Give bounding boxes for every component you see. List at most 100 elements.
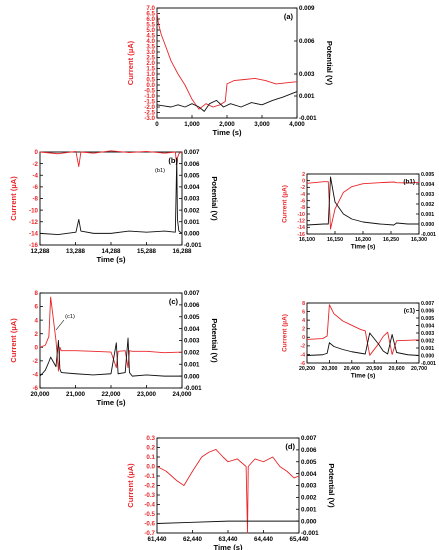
y-left-tick-label: 0 <box>35 344 39 351</box>
y-right-tick-label: 0.000 <box>184 231 200 238</box>
x-tick-label: 61,440 <box>148 536 167 543</box>
y-right-tick-label: -0.001 <box>299 115 317 122</box>
x-tick-label: 1,000 <box>184 121 200 128</box>
y-left-tick-label: -6 <box>32 184 38 191</box>
y-left-tick-label: -3.0 <box>144 115 155 122</box>
y-right-tick-label: -0.001 <box>301 530 319 537</box>
y-left-tick-label: -2.0 <box>144 104 155 111</box>
y-left-tick-label: -0.1 <box>144 473 155 480</box>
x-axis-label: Time (s) <box>213 128 242 137</box>
y-left-tick-label: 1.5 <box>146 66 155 73</box>
y-left-tick-label: -16 <box>29 242 39 249</box>
y-right-tick-label: 0.000 <box>301 518 317 525</box>
y-left-tick-label: -1.5 <box>144 99 155 106</box>
y-left-tick-label: 6.0 <box>146 16 155 23</box>
x-tick-label: 62,440 <box>183 536 202 543</box>
y-left-tick-label: -2.5 <box>144 110 155 117</box>
y-right-tick-label: 0.001 <box>184 361 200 368</box>
y-left-tick-label: -0.2 <box>144 483 155 490</box>
y-left-tick-label: 2.5 <box>146 55 155 62</box>
y-right-tick-label: -0.001 <box>184 385 202 392</box>
y-left-tick-label: -0.3 <box>144 492 155 499</box>
y-left-tick-label: 8 <box>35 290 39 297</box>
y-right-tick-label: 0.007 <box>421 301 434 307</box>
y-left-axis-label: Current (µA) <box>126 40 135 85</box>
x-axis-label: Time (s) <box>351 243 376 250</box>
x-tick-label: 15,288 <box>137 248 156 255</box>
y-right-tick-label: 0.003 <box>184 338 200 345</box>
y-left-tick-label: 7.0 <box>146 5 155 12</box>
current-series-line <box>306 181 420 230</box>
panel-label: (c1) <box>404 307 415 314</box>
y-right-tick-label: 0.004 <box>421 323 434 329</box>
y-right-tick-label: 0.005 <box>184 314 200 321</box>
y-left-tick-label: 0.3 <box>146 435 155 442</box>
y-left-tick-label: 2.0 <box>146 60 155 67</box>
x-tick-label: 20,200 <box>299 366 315 372</box>
x-tick-label: 22,000 <box>102 391 121 398</box>
y-left-tick-label: -14 <box>29 231 39 238</box>
y-right-tick-label: 0.002 <box>421 202 434 208</box>
y-left-tick-label: 0.0 <box>146 464 155 471</box>
y-left-tick-label: -4 <box>32 172 38 179</box>
y-left-tick-label: 0.0 <box>146 82 155 89</box>
y-right-axis-label: Potential (V) <box>210 318 219 363</box>
y-left-tick-label: -4 <box>300 352 305 358</box>
y-left-tick-label: 3.0 <box>146 49 155 56</box>
y-right-tick-label: 0.003 <box>184 196 200 203</box>
x-tick-label: 16,150 <box>327 237 343 243</box>
x-tick-label: 14,288 <box>102 248 121 255</box>
chart-panel-6: 61,440 62,440 63,440 64,440 65,440 Time (s) -0… <box>126 435 336 550</box>
potential-series-line <box>306 332 420 356</box>
y-right-tick-label: 0.001 <box>184 219 200 226</box>
y-left-tick-label: 6 <box>302 309 305 315</box>
y-left-tick-label: -2 <box>300 185 305 191</box>
y-right-tick-label: -0.001 <box>421 232 436 238</box>
y-left-tick-label: -2 <box>300 344 305 350</box>
y-right-tick-label: 0.005 <box>421 316 434 322</box>
x-tick-label: 21,000 <box>66 391 85 398</box>
y-left-tick-label: -8 <box>32 196 38 203</box>
current-series-line <box>156 448 300 534</box>
y-right-tick-label: 0.000 <box>421 353 434 359</box>
y-right-tick-label: 0.007 <box>301 435 317 442</box>
y-right-tick-label: 0.007 <box>184 149 200 156</box>
panel-label: (b1) <box>403 178 415 185</box>
x-tick-label: 20,600 <box>389 366 405 372</box>
y-left-axis-label: Current (µA) <box>9 318 18 363</box>
y-left-tick-label: -2 <box>32 161 38 168</box>
y-right-tick-label: 0.003 <box>299 71 315 78</box>
y-right-tick-label: 0.009 <box>299 5 315 12</box>
annotation-arrow <box>55 319 65 331</box>
y-right-tick-label: 0.006 <box>421 308 434 314</box>
y-left-tick-label: 0.1 <box>146 454 155 461</box>
y-right-axis-label: Potential (V) <box>325 41 334 86</box>
x-tick-label: 2,000 <box>219 121 235 128</box>
y-right-tick-label: 0.003 <box>421 192 434 198</box>
current-series-line <box>156 12 298 110</box>
y-right-tick-label: 0.002 <box>301 495 317 502</box>
y-left-tick-label: -6 <box>32 385 38 392</box>
chart-panel-1: 0 1,000 2,000 3,000 4,000 Time (s) -3.0-2.5-2.… <box>126 5 334 137</box>
y-left-tick-label: -0.5 <box>144 511 155 518</box>
y-left-tick-label: -10 <box>297 212 305 218</box>
y-left-tick-label: 0.2 <box>146 445 155 452</box>
chart-panel-4: 20,000 21,000 22,000 23,000 24,000 Time (s) -6… <box>9 290 219 407</box>
x-tick-label: 16,100 <box>299 237 315 243</box>
zoom-annotation: (b1) <box>155 168 165 174</box>
x-tick-label: 20,300 <box>321 366 337 372</box>
y-left-tick-label: 2 <box>302 172 305 178</box>
y-left-axis-label: Current (µA) <box>126 463 135 508</box>
y-right-tick-label: -0.001 <box>184 242 202 249</box>
y-left-tick-label: 4 <box>302 318 305 324</box>
y-left-tick-label: -10 <box>29 207 39 214</box>
y-left-tick-label: 5.0 <box>146 27 155 34</box>
y-left-axis-label: Current (µA) <box>9 176 18 221</box>
panel-label: (d) <box>285 442 295 451</box>
y-left-tick-label: 3.5 <box>146 44 155 51</box>
y-left-tick-label: 4.0 <box>146 38 155 45</box>
plot-frame <box>156 7 298 119</box>
y-left-tick-label: 4.5 <box>146 33 155 40</box>
x-tick-label: 3,000 <box>254 121 270 128</box>
